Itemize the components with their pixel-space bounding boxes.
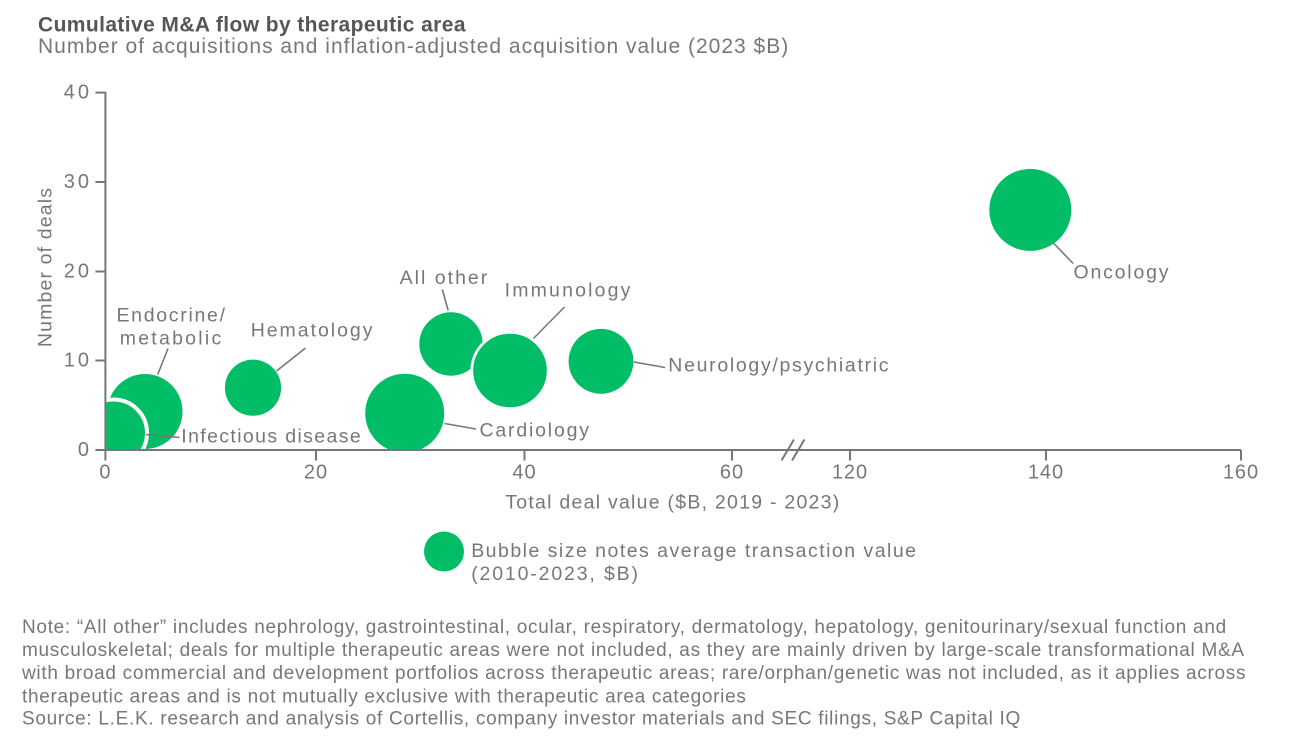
svg-text:10: 10 — [64, 350, 92, 372]
svg-text:Neurology/psychiatric: Neurology/psychiatric — [668, 354, 890, 376]
svg-text:Hematology: Hematology — [251, 320, 375, 342]
svg-text:musculoskeletal; deals for mul: musculoskeletal; deals for multiple ther… — [22, 640, 1245, 661]
svg-text:30: 30 — [64, 171, 92, 193]
svg-text:All other: All other — [400, 267, 490, 289]
svg-text:140: 140 — [1028, 462, 1064, 484]
svg-text:0: 0 — [99, 462, 111, 484]
svg-text:Number of deals: Number of deals — [35, 187, 57, 347]
svg-text:60: 60 — [720, 462, 744, 484]
svg-text:Immunology: Immunology — [505, 280, 633, 302]
svg-text:160: 160 — [1223, 462, 1259, 484]
svg-text:with broad commercial and deve: with broad commercial and development po… — [21, 663, 1246, 684]
svg-text:therapeutic areas and is not m: therapeutic areas and is not mutually ex… — [22, 686, 747, 707]
svg-text:Number of acquisitions and inf: Number of acquisitions and inflation-adj… — [38, 35, 789, 58]
svg-text:40: 40 — [64, 82, 92, 104]
svg-text:Cumulative M&A flow by therape: Cumulative M&A flow by therapeutic area — [38, 14, 466, 37]
svg-text:Total deal value ($B, 2019 - 2: Total deal value ($B, 2019 - 2023) — [505, 492, 840, 514]
svg-text:Source: L.E.K. research and an: Source: L.E.K. research and analysis of … — [22, 709, 1021, 730]
svg-text:Bubble size notes average tran: Bubble size notes average transaction va… — [471, 540, 917, 562]
svg-text:Oncology: Oncology — [1074, 262, 1171, 284]
svg-text:20: 20 — [304, 462, 328, 484]
svg-text:metabolic: metabolic — [120, 328, 224, 350]
svg-text:0: 0 — [78, 439, 92, 461]
svg-text:120: 120 — [832, 462, 868, 484]
svg-text:Infectious disease: Infectious disease — [181, 426, 362, 448]
svg-text:40: 40 — [512, 462, 536, 484]
svg-text:Cardiology: Cardiology — [480, 420, 591, 442]
svg-text:Endocrine/: Endocrine/ — [116, 304, 226, 326]
svg-text:(2010-2023, $B): (2010-2023, $B) — [471, 563, 640, 585]
svg-text:20: 20 — [64, 261, 92, 283]
svg-text:Note: “All other” includes nep: Note: “All other” includes nephrology, g… — [22, 617, 1227, 638]
